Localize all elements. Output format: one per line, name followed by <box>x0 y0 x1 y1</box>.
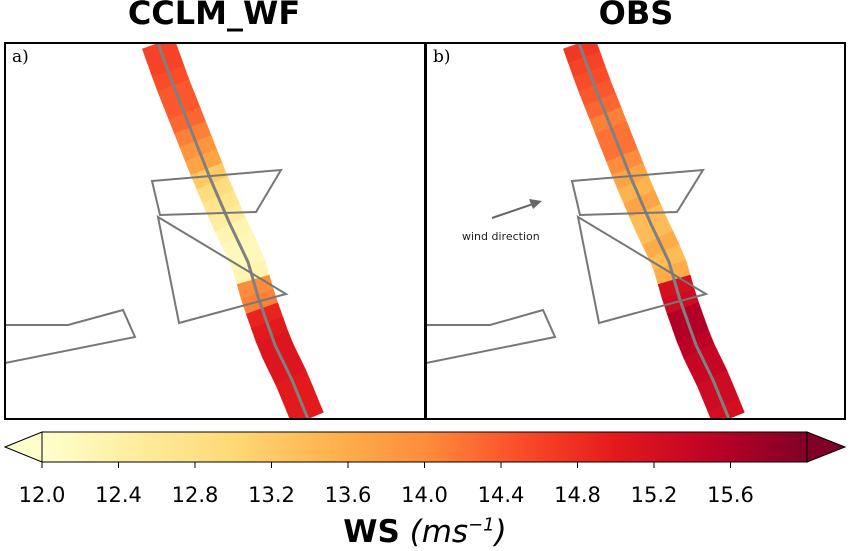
wind-farm-outline-south <box>576 214 709 325</box>
colorbar-tick-label: 13.6 <box>325 483 372 507</box>
panel-b-map: wind direction <box>426 43 745 419</box>
colorbar-tick-label: 15.2 <box>631 483 678 507</box>
colorbar-tick-label: 14.4 <box>478 483 525 507</box>
coast-outline <box>5 308 137 364</box>
panel-a-wind-farm-outlines <box>5 168 289 364</box>
colorbar-label: WS (ms−1) <box>0 514 850 550</box>
colorbar-tick-label: 12.8 <box>172 483 219 507</box>
colorbar-label-variable: WS <box>343 514 400 550</box>
panel-b-title: OBS <box>598 0 674 32</box>
panel-b-wind-farm-outlines <box>426 168 709 364</box>
panel-a-label: a) <box>12 47 29 67</box>
colorbar-tick-label: 14.8 <box>554 483 601 507</box>
colorbar-tick-label: 12.4 <box>95 483 142 507</box>
colorbar-label-units: (ms <box>409 514 469 550</box>
wind-farm-outline-north <box>570 168 705 217</box>
colorbar-tick-label: 14.0 <box>401 483 448 507</box>
colorbar-ticks: 12.0 12.4 12.8 13.2 13.6 14.0 14.4 14.8 15.2 15.6 <box>19 462 754 507</box>
panel-a-map <box>5 43 324 419</box>
colorbar-extend-high <box>806 431 847 463</box>
colorbar-extend-low <box>3 431 43 463</box>
wind-direction-arrow <box>491 199 542 219</box>
panel-a-title: CCLM_WF <box>127 0 301 32</box>
colorbar-tick-label: 15.6 <box>707 483 754 507</box>
colorbar-tick-label: 13.2 <box>248 483 295 507</box>
colorbar-label-close: ) <box>494 514 507 550</box>
wind-direction-label: wind direction <box>462 230 540 243</box>
colorbar: 12.0 12.4 12.8 13.2 13.6 14.0 14.4 14.8 15.2 15.6 <box>3 431 847 507</box>
panel-a-track-centerline <box>156 43 310 419</box>
colorbar-tick-label: 12.0 <box>19 483 66 507</box>
colorbar-bar <box>41 431 808 463</box>
panel-b-frame <box>425 42 846 420</box>
colorbar-label-exponent: −1 <box>468 514 495 536</box>
panel-b-label: b) <box>433 47 451 67</box>
wind-farm-outline-north <box>150 168 283 217</box>
panel-b-track-centerline <box>577 43 731 419</box>
coast-outline <box>426 308 557 364</box>
wind-farm-outline-south <box>156 214 289 325</box>
